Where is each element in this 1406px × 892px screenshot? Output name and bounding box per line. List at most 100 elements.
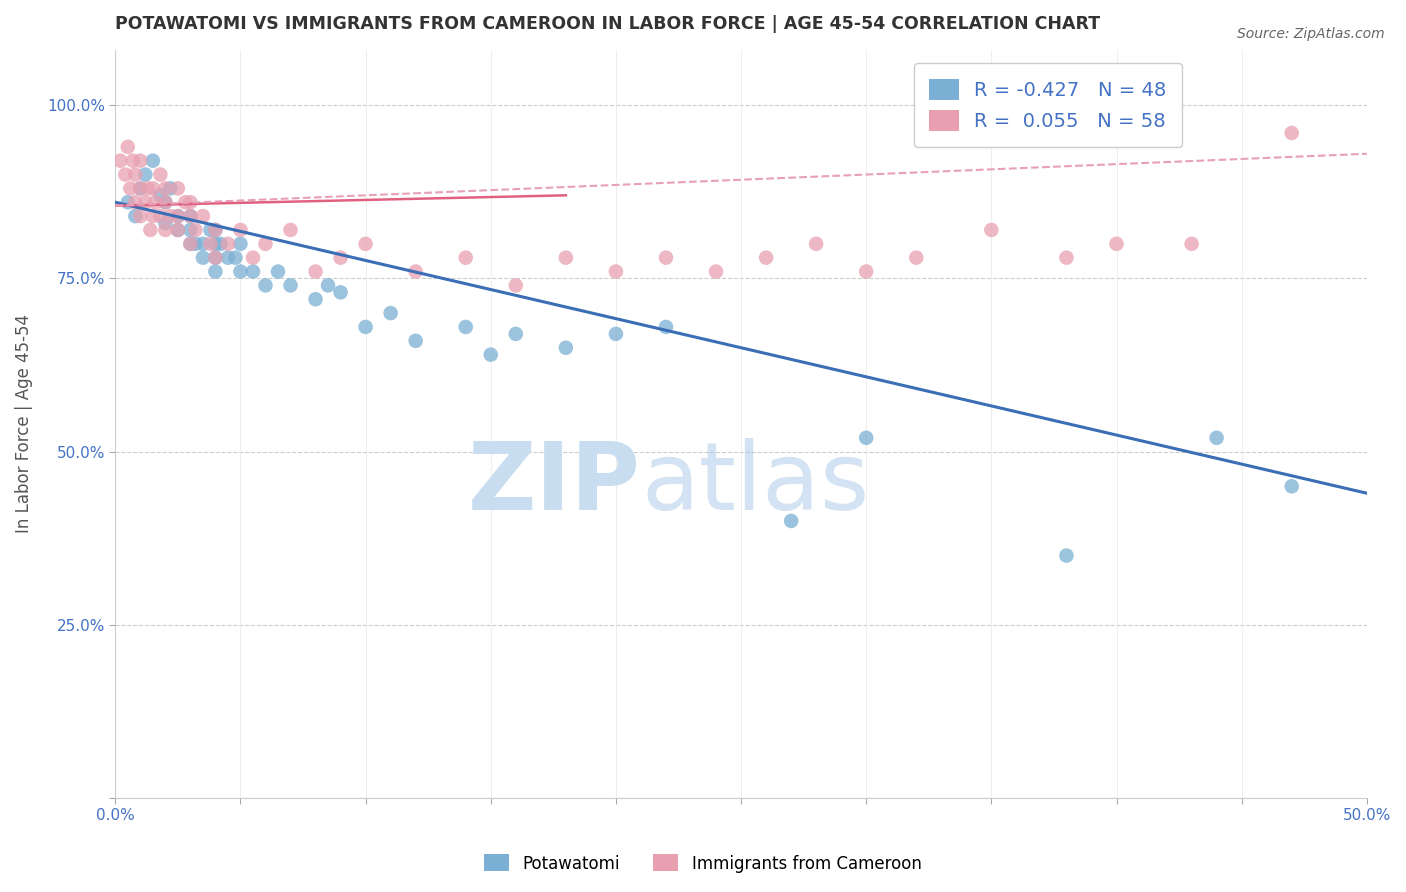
Text: ZIP: ZIP [468,438,641,530]
Point [110,153,132,168]
Point [179,223,201,237]
Point [191,209,214,223]
Point [136,181,159,195]
Point [242,251,264,265]
Point [254,236,277,251]
Point [191,236,214,251]
Point [304,292,326,306]
Point [905,251,928,265]
Point [329,251,352,265]
Point [149,188,172,202]
Point [354,320,377,334]
Point [554,341,576,355]
Point [200,236,222,251]
Point [134,168,156,182]
Point [179,236,201,251]
Point [114,168,136,182]
Point [229,223,252,237]
Point [179,236,201,251]
Point [204,223,226,237]
Point [155,181,177,195]
Point [280,223,302,237]
Point [855,431,877,445]
Point [605,264,627,278]
Point [120,181,142,195]
Point [167,181,190,195]
Point [179,195,201,210]
Point [204,264,226,278]
Point [655,251,678,265]
Point [354,236,377,251]
Point [139,223,162,237]
Text: Source: ZipAtlas.com: Source: ZipAtlas.com [1237,27,1385,41]
Point [1105,236,1128,251]
Point [217,236,239,251]
Point [554,251,576,265]
Point [174,195,197,210]
Point [405,264,427,278]
Point [143,195,166,210]
Point [267,264,290,278]
Point [204,251,226,265]
Legend: R = -0.427   N = 48, R =  0.055   N = 58: R = -0.427 N = 48, R = 0.055 N = 58 [914,63,1182,146]
Point [1054,549,1077,563]
Y-axis label: In Labor Force | Age 45-54: In Labor Force | Age 45-54 [15,315,32,533]
Point [229,264,252,278]
Point [149,209,172,223]
Point [1054,251,1077,265]
Point [167,209,190,223]
Point [191,251,214,265]
Point [704,264,727,278]
Point [159,209,181,223]
Point [242,264,264,278]
Point [505,278,527,293]
Point [124,195,146,210]
Point [179,209,201,223]
Point [117,140,139,154]
Point [167,223,190,237]
Point [454,320,477,334]
Point [229,236,252,251]
Point [134,195,156,210]
Point [204,236,226,251]
Point [329,285,352,300]
Point [316,278,339,293]
Point [167,223,190,237]
Legend: Potawatomi, Immigrants from Cameroon: Potawatomi, Immigrants from Cameroon [478,847,928,880]
Point [380,306,402,320]
Point [142,209,165,223]
Point [129,209,152,223]
Point [479,348,502,362]
Text: POTAWATOMI VS IMMIGRANTS FROM CAMEROON IN LABOR FORCE | AGE 45-54 CORRELATION CH: POTAWATOMI VS IMMIGRANTS FROM CAMEROON I… [115,15,1101,33]
Point [454,251,477,265]
Point [780,514,803,528]
Point [155,195,177,210]
Point [980,223,1002,237]
Point [280,278,302,293]
Text: atlas: atlas [641,438,869,530]
Point [184,223,207,237]
Point [1181,236,1204,251]
Point [149,168,172,182]
Point [505,326,527,341]
Point [121,153,143,168]
Point [155,195,177,210]
Point [605,326,627,341]
Point [405,334,427,348]
Point [304,264,326,278]
Point [179,209,201,223]
Point [217,251,239,265]
Point [117,195,139,210]
Point [1281,479,1303,493]
Point [855,264,877,278]
Point [129,153,152,168]
Point [155,223,177,237]
Point [142,153,165,168]
Point [755,251,778,265]
Point [159,181,181,195]
Point [184,236,207,251]
Point [804,236,827,251]
Point [167,209,190,223]
Point [655,320,678,334]
Point [224,251,246,265]
